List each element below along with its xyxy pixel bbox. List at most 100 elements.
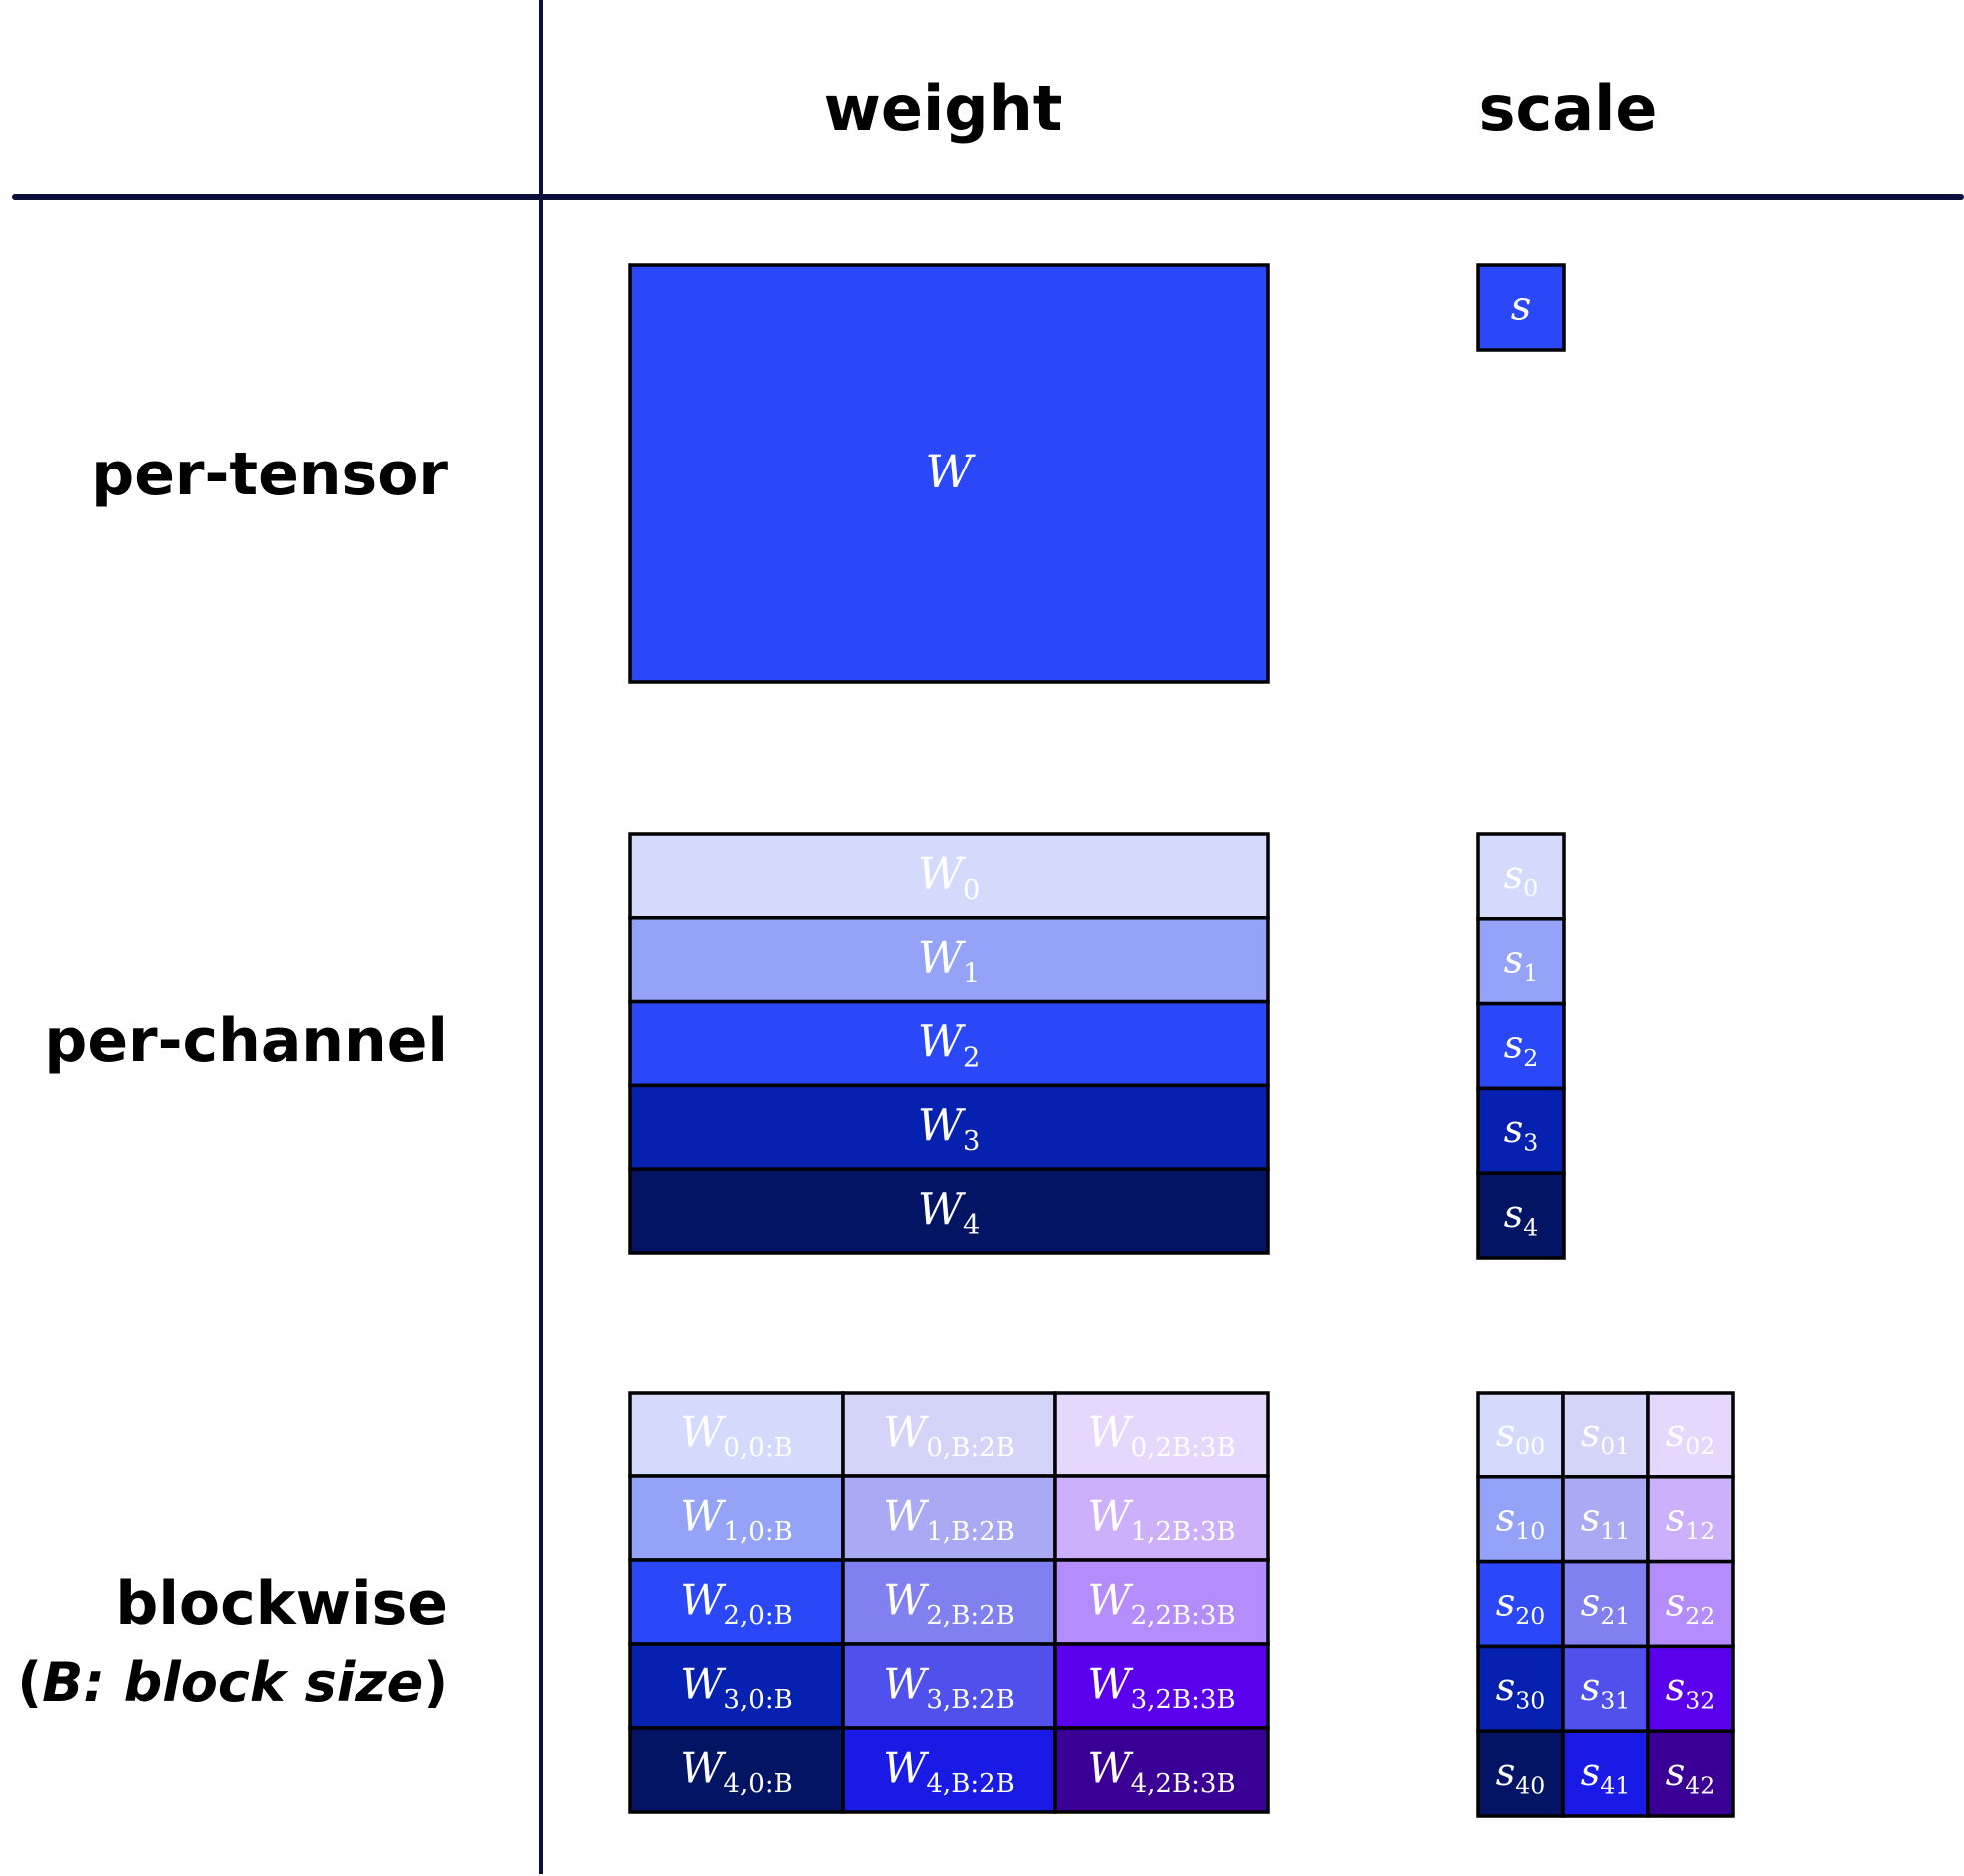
block-scale-4-2-label: s42 <box>1666 1750 1715 1799</box>
block-scale-0-0-label: s00 <box>1496 1411 1545 1460</box>
per-channel-weight-row-2-label: W2 <box>918 1017 981 1074</box>
row-label-per-channel: per-channel <box>44 1006 448 1076</box>
block-scale-2-2-fill <box>1646 1559 1735 1649</box>
block-weight-1-2-label: W1,2B:3B <box>1087 1492 1235 1547</box>
block-scale-2-2-label: s22 <box>1666 1580 1715 1629</box>
row-label-per-tensor: per-tensor <box>91 440 448 509</box>
per-channel-weight-row-3-label: W3 <box>918 1101 981 1158</box>
block-scale-4-0-fill <box>1476 1729 1565 1818</box>
row-label-blockwise: blockwise <box>115 1569 448 1639</box>
block-scale-1-0-label: s10 <box>1496 1496 1545 1545</box>
per-channel-scale-row-3-label: s3 <box>1504 1107 1539 1156</box>
per-channel-weight-row-0: W0 <box>628 832 1270 920</box>
block-weight-2-1-fill <box>841 1558 1057 1646</box>
block-scale-1-1-fill <box>1561 1475 1650 1564</box>
block-scale-0-1-fill <box>1561 1391 1650 1479</box>
per-tensor-scale: s <box>1476 263 1566 352</box>
block-scale-0-1-label: s01 <box>1581 1411 1630 1460</box>
per-channel-scale-row-4: s4 <box>1476 1171 1566 1260</box>
block-size-note: (B: block size) <box>17 1651 448 1714</box>
block-weight-4-0: W4,0:B <box>628 1726 845 1814</box>
block-weight-4-2: W4,2B:3B <box>1053 1726 1270 1814</box>
per-channel-weight-row-3-fill <box>628 1083 1270 1171</box>
block-scale-2-1: s21 <box>1561 1559 1650 1649</box>
block-scale-4-0-label: s40 <box>1496 1750 1545 1799</box>
block-weight-2-2: W2,2B:3B <box>1053 1558 1270 1646</box>
block-weight-1-1: W1,B:2B <box>841 1474 1057 1562</box>
per-tensor-scale-label: s <box>1511 284 1532 330</box>
block-weight-2-0-fill <box>628 1558 845 1646</box>
block-scale-1-2-label: s12 <box>1666 1496 1715 1545</box>
block-weight-1-1-fill <box>841 1474 1057 1562</box>
block-scale-0-1: s01 <box>1561 1391 1650 1479</box>
per-channel-weight-row-0-label: W0 <box>918 849 981 906</box>
per-channel-weight-row-2: W2 <box>628 999 1270 1088</box>
block-scale-3-2-fill <box>1646 1644 1735 1733</box>
block-scale-4-2: s42 <box>1646 1729 1735 1818</box>
block-weight-0-0-label: W0,0:B <box>680 1408 792 1463</box>
block-weight-3-0-label: W3,0:B <box>680 1660 792 1715</box>
block-scale-1-1: s11 <box>1561 1475 1650 1564</box>
block-weight-2-2-fill <box>1053 1558 1270 1646</box>
note-open-paren: ( <box>17 1651 42 1714</box>
per-tensor-weight-label: W <box>925 445 976 498</box>
block-weight-3-0: W3,0:B <box>628 1642 845 1730</box>
block-weight-2-0: W2,0:B <box>628 1558 845 1646</box>
cells: Ws W0 W1 W2 W3 W4 s0 s1 s2 s3 s4 W0,0:B W0,B:2B W0,2B… <box>628 263 1735 1818</box>
block-weight-3-0-fill <box>628 1642 845 1730</box>
block-weight-1-0: W1,0:B <box>628 1474 845 1562</box>
block-scale-1-2: s12 <box>1646 1475 1735 1564</box>
per-channel-scale-row-4-fill <box>1476 1171 1566 1260</box>
per-channel-weight-row-4-fill <box>628 1167 1270 1255</box>
block-weight-2-0-label: W2,0:B <box>680 1576 792 1631</box>
block-weight-0-1: W0,B:2B <box>841 1391 1057 1478</box>
per-channel-weight-row-0-fill <box>628 832 1270 920</box>
per-channel-weight-row-1-label: W1 <box>918 933 981 990</box>
block-weight-2-1-label: W2,B:2B <box>883 1576 1015 1631</box>
per-channel-weight-row-1-fill <box>628 916 1270 1004</box>
per-channel-weight-row-1: W1 <box>628 916 1270 1004</box>
per-channel-scale-row-1-fill <box>1476 917 1566 1006</box>
per-tensor-scale-fill <box>1476 263 1566 352</box>
block-scale-0-0: s00 <box>1476 1391 1565 1479</box>
block-weight-4-0-label: W4,0:B <box>680 1744 792 1799</box>
per-channel-scale-row-1: s1 <box>1476 917 1566 1006</box>
per-channel-weight-row-4: W4 <box>628 1167 1270 1255</box>
per-channel-weight-row-2-fill <box>628 999 1270 1088</box>
block-weight-3-1: W3,B:2B <box>841 1642 1057 1730</box>
block-scale-4-1-label: s41 <box>1581 1750 1630 1799</box>
block-weight-2-2-label: W2,2B:3B <box>1087 1576 1235 1631</box>
block-weight-4-2-label: W4,2B:3B <box>1087 1744 1235 1799</box>
block-scale-3-0: s30 <box>1476 1644 1565 1733</box>
header-scale: scale <box>1479 72 1658 145</box>
per-channel-scale-row-1-label: s1 <box>1504 938 1539 987</box>
block-weight-3-2-fill <box>1053 1642 1270 1730</box>
per-channel-scale-row-0: s0 <box>1476 832 1566 921</box>
per-channel-scale-row-4-label: s4 <box>1504 1192 1539 1241</box>
block-scale-1-1-label: s11 <box>1581 1496 1630 1545</box>
per-channel-scale-row-0-label: s0 <box>1504 853 1539 902</box>
per-tensor-weight: W <box>628 263 1270 684</box>
block-weight-1-2-fill <box>1053 1474 1270 1562</box>
block-scale-2-2: s22 <box>1646 1559 1735 1649</box>
per-channel-scale-row-2-fill <box>1476 1001 1566 1091</box>
block-weight-4-2-fill <box>1053 1726 1270 1814</box>
block-scale-4-1: s41 <box>1561 1729 1650 1818</box>
block-weight-1-2: W1,2B:3B <box>1053 1474 1270 1562</box>
block-scale-0-2-label: s02 <box>1666 1411 1715 1460</box>
block-weight-0-2-fill <box>1053 1391 1270 1478</box>
per-channel-weight-row-3: W3 <box>628 1083 1270 1171</box>
block-scale-0-2-fill <box>1646 1391 1735 1479</box>
block-scale-3-1: s31 <box>1561 1644 1650 1733</box>
block-weight-4-1-label: W4,B:2B <box>883 1744 1015 1799</box>
block-weight-1-0-label: W1,0:B <box>680 1492 792 1547</box>
block-scale-0-2: s02 <box>1646 1391 1735 1479</box>
block-weight-3-2: W3,2B:3B <box>1053 1642 1270 1730</box>
block-weight-4-1-fill <box>841 1726 1057 1814</box>
block-scale-1-0: s10 <box>1476 1475 1565 1564</box>
block-weight-0-0: W0,0:B <box>628 1391 845 1478</box>
per-channel-scale-row-2-label: s2 <box>1504 1022 1539 1071</box>
per-channel-scale-row-2: s2 <box>1476 1001 1566 1091</box>
block-scale-2-1-fill <box>1561 1559 1650 1649</box>
